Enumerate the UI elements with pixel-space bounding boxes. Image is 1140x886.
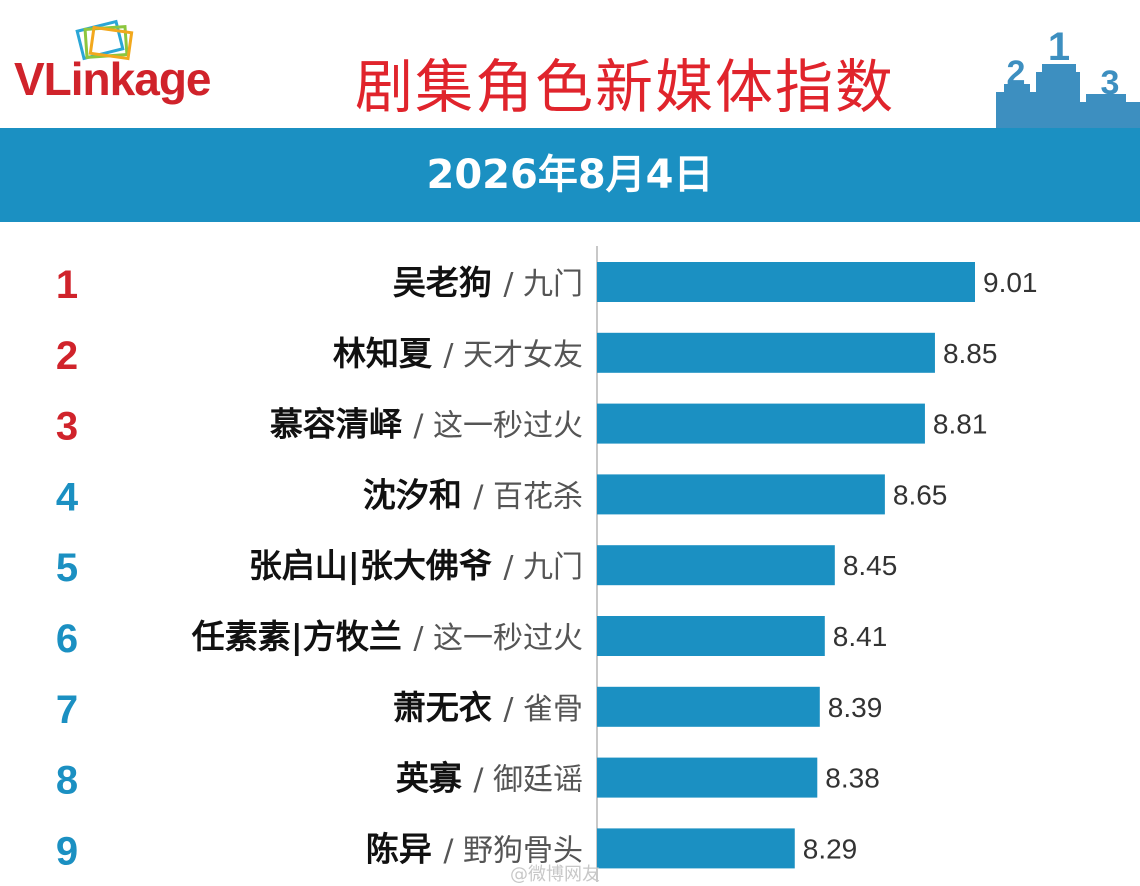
rank-6: 6 xyxy=(56,617,78,661)
header: VLinkage 剧集角色新媒体指数 2 1 3 xyxy=(0,0,1140,128)
drama-name: / 九门 xyxy=(503,550,583,585)
category-label-5: 张启山|张大佛爷 / 九门 xyxy=(249,546,583,585)
bar-3 xyxy=(597,403,925,444)
rank-8: 8 xyxy=(56,759,78,803)
category-label-6: 任素素|方牧兰 / 这一秒过火 xyxy=(192,617,583,656)
chart-date: 2026年8月4日 xyxy=(426,152,714,198)
drama-name: / 这一秒过火 xyxy=(413,621,583,656)
data-label-8: 8.38 xyxy=(825,763,880,794)
category-label-4: 沈汐和 / 百花杀 xyxy=(363,475,583,514)
category-label-9: 陈异 / 野狗骨头 xyxy=(366,829,583,868)
data-label-5: 8.45 xyxy=(843,550,898,581)
data-label-4: 8.65 xyxy=(893,479,948,510)
character-name: 英寡 xyxy=(396,759,474,798)
character-name: 萧无衣 xyxy=(393,688,504,727)
rank-7: 7 xyxy=(56,688,78,732)
data-label-1: 9.01 xyxy=(983,267,1038,298)
rank-4: 4 xyxy=(56,475,79,519)
data-label-6: 8.41 xyxy=(833,621,888,652)
bar-9 xyxy=(597,828,795,869)
podium-number-2: 2 xyxy=(1007,54,1026,92)
logo-text: VLinkage xyxy=(14,53,212,105)
date-band: 2026年8月4日 xyxy=(0,128,1140,222)
character-name: 吴老狗 xyxy=(393,263,504,302)
bar-8 xyxy=(597,757,818,798)
vlinkage-logo: VLinkage xyxy=(14,18,254,108)
data-label-7: 8.39 xyxy=(828,692,883,723)
character-name: 任素素|方牧兰 xyxy=(192,617,414,656)
data-label-9: 8.29 xyxy=(803,833,858,864)
bar-chart: 9.01 吴老狗 / 九门 1 8.85 林知夏 / 天才女友 2 8.81 慕容清峄 / 这… xyxy=(56,246,1038,882)
rank-1: 1 xyxy=(56,263,78,307)
podium-icon: 2 1 3 xyxy=(996,25,1140,128)
data-label-3: 8.81 xyxy=(933,409,988,440)
drama-name: / 御廷谣 xyxy=(473,763,583,798)
drama-name: / 九门 xyxy=(503,267,583,302)
category-label-7: 萧无衣 / 雀骨 xyxy=(393,688,583,727)
data-label-2: 8.85 xyxy=(943,338,998,369)
bar-2 xyxy=(597,332,935,373)
category-label-8: 英寡 / 御廷谣 xyxy=(396,759,583,798)
character-name: 慕容清峄 xyxy=(270,405,414,444)
category-label-3: 慕容清峄 / 这一秒过火 xyxy=(270,405,583,444)
watermark: @微博网友 xyxy=(510,864,600,885)
category-label-2: 林知夏 / 天才女友 xyxy=(333,334,583,373)
drama-name: / 天才女友 xyxy=(443,338,583,373)
bar-4 xyxy=(597,474,885,515)
character-name: 张启山|张大佛爷 xyxy=(249,546,504,585)
podium-number-3: 3 xyxy=(1101,64,1120,102)
character-name: 沈汐和 xyxy=(363,475,474,514)
rank-9: 9 xyxy=(56,829,78,873)
drama-name: / 雀骨 xyxy=(503,692,583,727)
bar-7 xyxy=(597,686,820,727)
bar-1 xyxy=(597,262,975,302)
drama-name: / 这一秒过火 xyxy=(413,409,583,444)
rank-3: 3 xyxy=(56,405,78,449)
drama-name: / 百花杀 xyxy=(473,479,583,514)
bar-5 xyxy=(597,545,835,586)
rank-2: 2 xyxy=(56,334,78,378)
category-label-1: 吴老狗 / 九门 xyxy=(393,263,583,302)
character-name: 林知夏 xyxy=(333,334,444,373)
rank-5: 5 xyxy=(56,546,78,590)
logo-cards-icon xyxy=(75,19,134,61)
bar-6 xyxy=(597,616,825,656)
drama-name: / 野狗骨头 xyxy=(443,833,583,868)
character-name: 陈异 xyxy=(366,829,444,868)
page-title: 剧集角色新媒体指数 xyxy=(354,53,895,121)
podium-number-1: 1 xyxy=(1048,25,1070,69)
